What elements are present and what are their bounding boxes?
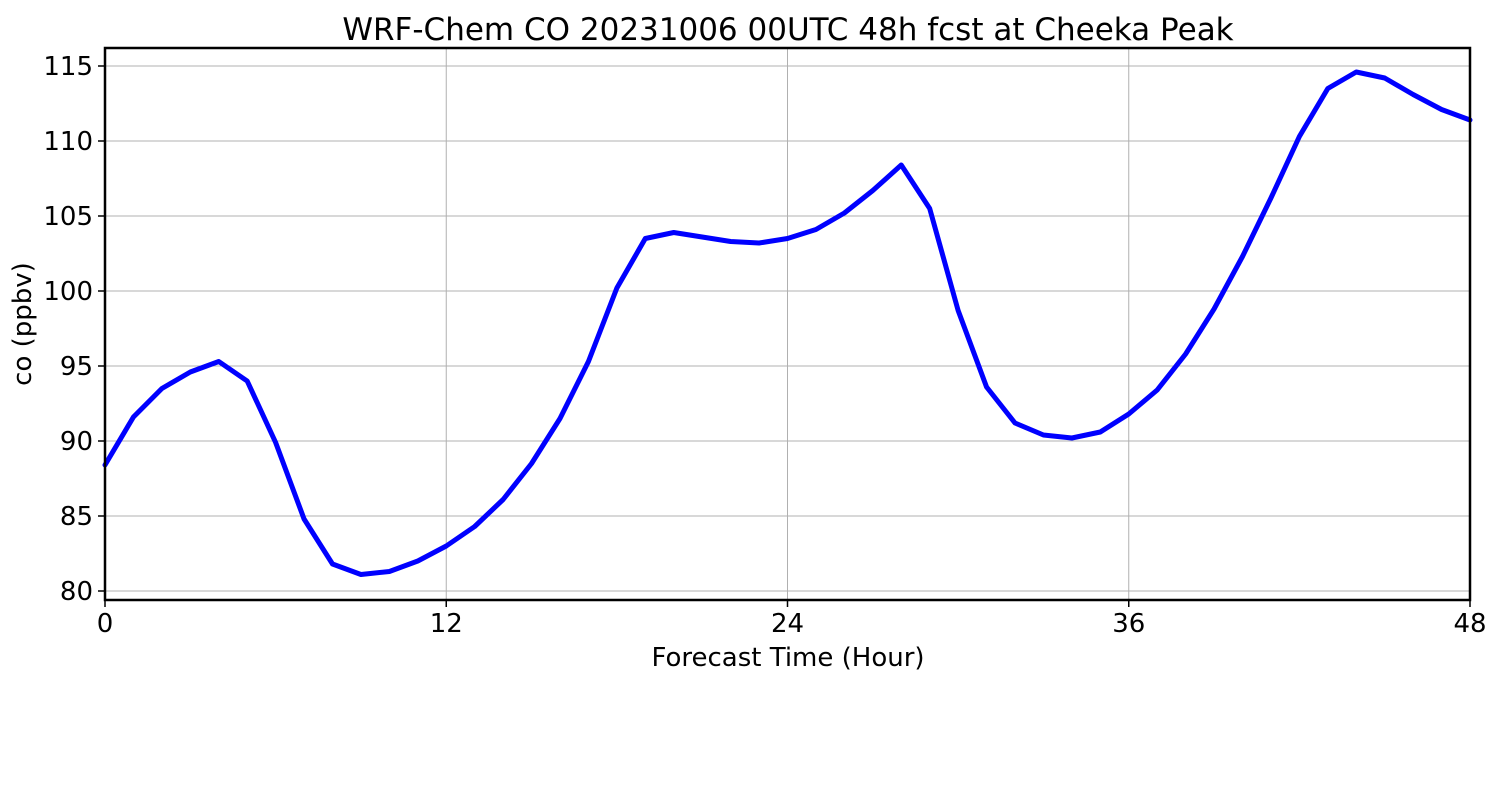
y-tick-label: 100 (43, 277, 93, 307)
series-layer (102, 69, 1473, 577)
y-tick-label: 85 (60, 502, 93, 532)
x-tick-label: 24 (771, 609, 804, 639)
y-tick-label: 105 (43, 202, 93, 232)
x-tick-label: 12 (430, 609, 463, 639)
y-axis-label: co (ppbv) (8, 262, 38, 386)
co-series-line (102, 69, 1473, 577)
x-tick-label: 0 (97, 609, 114, 639)
y-tick-label: 110 (43, 127, 93, 157)
y-tick-label: 80 (60, 577, 93, 607)
x-tick-label: 48 (1453, 609, 1486, 639)
y-tick-label: 115 (43, 52, 93, 82)
x-axis: 0 12 24 36 48 (97, 600, 1487, 639)
chart-title: WRF-Chem CO 20231006 00UTC 48h fcst at C… (342, 12, 1233, 48)
x-axis-label: Forecast Time (Hour) (651, 643, 924, 673)
y-tick-label: 95 (60, 352, 93, 382)
y-tick-label: 90 (60, 427, 93, 457)
x-tick-label: 36 (1112, 609, 1145, 639)
y-axis: 80 85 90 95 100 105 110 115 (43, 52, 105, 607)
grid-lines (104, 48, 1471, 600)
